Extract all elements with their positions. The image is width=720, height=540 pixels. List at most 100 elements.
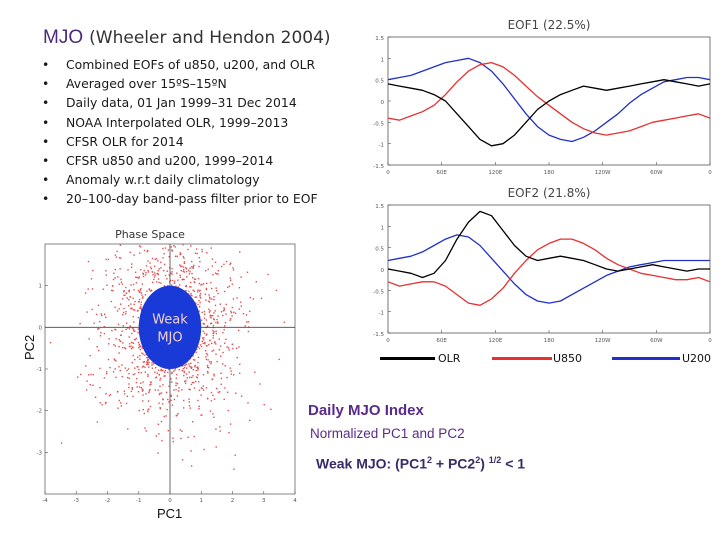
scatter-point — [118, 283, 121, 285]
scatter-point — [188, 388, 190, 390]
scatter-point — [203, 332, 206, 334]
scatter-point — [106, 371, 108, 373]
scatter-point — [188, 273, 191, 275]
scatter-point — [180, 253, 182, 255]
scatter-point — [209, 322, 212, 325]
scatter-point — [160, 368, 162, 371]
phase-ytick: -3 — [37, 450, 43, 456]
eof2-frame — [387, 204, 711, 334]
scatter-point — [92, 384, 94, 386]
phase-xlabel: PC1 — [157, 506, 183, 521]
legend-swatch-u850 — [492, 357, 552, 360]
scatter-point — [160, 392, 163, 394]
scatter-point — [138, 245, 141, 247]
scatter-point — [142, 389, 144, 391]
scatter-point — [128, 383, 130, 385]
bullet-item: CFSR u850 and u200, 1999–2014 — [42, 151, 318, 170]
scatter-point — [108, 395, 111, 397]
eof2-ytick: 0.5 — [375, 247, 384, 253]
eof1-xtick: 60W — [650, 170, 663, 176]
scatter-point — [164, 369, 166, 372]
scatter-point — [230, 262, 232, 264]
scatter-point — [167, 249, 170, 251]
scatter-point — [161, 370, 164, 372]
eof2-xtick: 180 — [544, 338, 555, 344]
scatter-point — [171, 267, 173, 270]
scatter-point — [175, 377, 177, 379]
eof1-xtick: 120W — [595, 170, 611, 176]
scatter-point — [210, 362, 212, 365]
scatter-point — [185, 380, 187, 382]
scatter-point — [125, 292, 128, 294]
scatter-point — [132, 309, 134, 311]
eof1-ytick: 1 — [381, 57, 385, 63]
scatter-point — [171, 279, 174, 282]
scatter-point — [147, 363, 149, 366]
scatter-point — [105, 274, 107, 276]
scatter-point — [202, 322, 204, 325]
scatter-point — [97, 349, 100, 352]
scatter-point — [171, 381, 173, 383]
scatter-point — [191, 295, 193, 297]
eof2-xtick: 120E — [488, 338, 502, 344]
scatter-point — [194, 296, 196, 298]
phase-ytick: 0 — [39, 325, 43, 331]
scatter-point — [263, 403, 265, 406]
scatter-point — [164, 274, 167, 277]
scatter-point — [90, 373, 92, 376]
scatter-point — [147, 373, 149, 376]
scatter-point — [142, 394, 144, 396]
scatter-point — [199, 292, 202, 295]
scatter-point — [194, 278, 197, 280]
scatter-point — [141, 352, 143, 354]
scatter-point — [223, 328, 225, 331]
scatter-point — [126, 395, 128, 397]
scatter-point — [217, 270, 219, 272]
scatter-point — [138, 347, 140, 349]
scatter-point — [190, 450, 192, 452]
scatter-point — [176, 255, 178, 258]
scatter-point — [170, 399, 172, 402]
scatter-point — [181, 370, 183, 372]
scatter-point — [231, 306, 234, 309]
eof2-ytick: 1 — [381, 225, 385, 231]
scatter-point — [147, 400, 150, 402]
scatter-point — [116, 310, 119, 312]
scatter-point — [137, 289, 140, 292]
scatter-point — [133, 289, 135, 291]
scatter-point — [212, 334, 214, 337]
eof2-xtick: 60E — [436, 338, 447, 344]
scatter-point — [198, 282, 201, 285]
scatter-point — [189, 376, 191, 378]
scatter-point — [209, 339, 211, 341]
scatter-point — [140, 306, 142, 308]
scatter-point — [114, 277, 116, 279]
eof2-ytick: 1.5 — [375, 204, 384, 210]
scatter-point — [205, 299, 207, 301]
scatter-point — [232, 269, 235, 271]
scatter-point — [107, 258, 109, 261]
scatter-point — [233, 468, 235, 470]
scatter-point — [142, 296, 144, 298]
scatter-point — [120, 303, 122, 305]
eof1-ytick: 0 — [381, 100, 385, 106]
scatter-point — [148, 366, 150, 368]
scatter-point — [118, 345, 120, 348]
phase-xtick: -3 — [74, 498, 80, 502]
scatter-point — [168, 401, 170, 403]
scatter-point — [127, 269, 129, 271]
scatter-point — [114, 345, 117, 347]
scatter-point — [213, 298, 215, 301]
scatter-point — [207, 268, 209, 270]
scatter-point — [49, 342, 52, 344]
scatter-point — [210, 361, 213, 363]
scatter-point — [100, 332, 102, 334]
scatter-point — [140, 303, 142, 306]
scatter-point — [163, 263, 166, 266]
scatter-point — [124, 294, 126, 296]
scatter-point — [213, 296, 215, 298]
scatter-point — [197, 303, 199, 306]
phase-space-chart: Phase Space Weak MJO -4 -3 -2 -1 0 1 2 3 4 1 0 -1 -2 -3 — [37, 228, 298, 502]
scatter-point — [185, 285, 187, 287]
scatter-point — [104, 402, 107, 405]
